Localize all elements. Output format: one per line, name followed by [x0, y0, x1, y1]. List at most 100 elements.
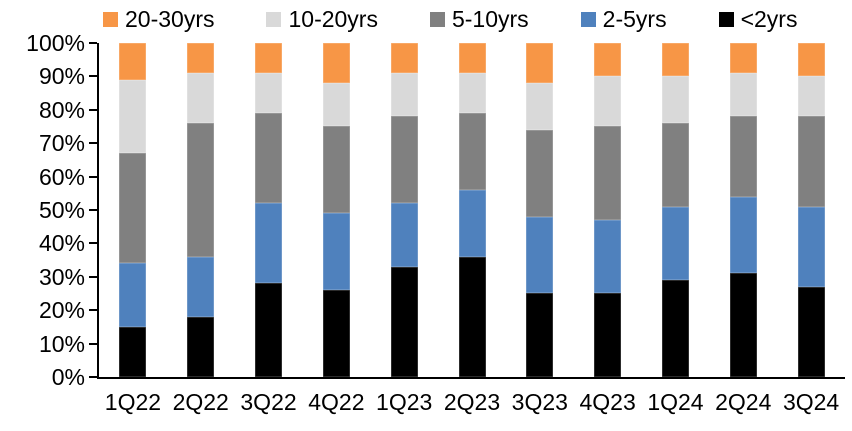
- x-tick-label: 1Q22: [104, 389, 162, 415]
- bar-segment-20-30yrs: [322, 43, 350, 84]
- chart-legend: 20-30yrs 10-20yrs 5-10yrs 2-5yrs <2yrs: [103, 4, 797, 34]
- bar-segment-10-20yrs: [458, 73, 486, 114]
- y-tick-label: 30%: [38, 263, 85, 290]
- legend-swatch-10-20yrs: [266, 11, 282, 27]
- bar-segment-10-20yrs: [390, 73, 418, 117]
- y-tick-mark: [89, 175, 97, 178]
- y-tick-mark: [89, 242, 97, 245]
- legend-swatch-2-5yrs: [580, 11, 596, 27]
- bar-3q23: [526, 43, 554, 377]
- bar-segment-20-30yrs: [594, 43, 622, 77]
- bar-segment-5-10yrs: [526, 129, 554, 217]
- y-tick-label: 70%: [38, 130, 85, 157]
- bar-segment-5-10yrs: [729, 116, 757, 197]
- bar-segment-2yrs: [187, 316, 215, 377]
- y-tick-label: 20%: [38, 297, 85, 324]
- bar-segment-2yrs: [797, 286, 825, 377]
- bar-segment-5-10yrs: [458, 113, 486, 190]
- legend-label: <2yrs: [740, 6, 798, 32]
- bar-segment-20-30yrs: [187, 43, 215, 74]
- x-tick-label: 1Q24: [647, 389, 704, 415]
- legend-item-20-30yrs: 20-30yrs: [103, 4, 214, 34]
- y-tick-mark: [89, 275, 97, 278]
- bar-segment-20-30yrs: [458, 43, 486, 74]
- y-tick-mark: [89, 108, 97, 111]
- y-tick-label: 50%: [38, 197, 85, 223]
- bar-segment-2-5yrs: [390, 203, 418, 267]
- y-tick-label: 40%: [38, 230, 85, 257]
- bar-segment-5-10yrs: [187, 123, 215, 257]
- y-tick-mark: [89, 209, 97, 211]
- bar-segment-20-30yrs: [729, 43, 757, 74]
- x-tick-label: 3Q23: [511, 389, 568, 415]
- legend-swatch-20-30yrs: [103, 11, 118, 27]
- bar-segment-2-5yrs: [322, 213, 350, 291]
- legend-item-2yrs: <2yrs: [718, 4, 798, 34]
- bar-segment-20-30yrs: [255, 43, 283, 74]
- bar-segment-2-5yrs: [729, 196, 757, 274]
- bar-segment-20-30yrs: [797, 43, 825, 77]
- bar-segment-5-10yrs: [390, 116, 418, 204]
- bar-segment-5-10yrs: [119, 153, 147, 264]
- y-tick-mark: [89, 42, 97, 44]
- legend-label: 10-20yrs: [288, 6, 378, 32]
- bar-segment-2yrs: [661, 280, 689, 377]
- bar-2q22: [187, 43, 215, 377]
- bar-3q22: [255, 43, 283, 377]
- bar-segment-2yrs: [526, 293, 554, 377]
- legend-item-5-10yrs: 5-10yrs: [429, 4, 529, 34]
- bar-segment-2-5yrs: [661, 206, 689, 281]
- y-tick-label: 10%: [38, 330, 85, 357]
- bar-segment-10-20yrs: [187, 73, 215, 124]
- bar-segment-10-20yrs: [119, 79, 147, 154]
- bar-segment-10-20yrs: [729, 73, 757, 117]
- bar-segment-2-5yrs: [526, 216, 554, 294]
- bar-4q23: [594, 43, 622, 377]
- legend-item-2-5yrs: 2-5yrs: [580, 4, 667, 34]
- legend-item-10-20yrs: 10-20yrs: [266, 4, 378, 34]
- x-tick-label: 3Q22: [240, 389, 297, 415]
- plot-area: 100% 90% 80% 70% 60% 50% 40% 30% 20% 10% 0% 1Q22 2Q2…: [26, 30, 845, 415]
- legend-swatch-2yrs: [718, 11, 734, 27]
- x-tick-label: 3Q24: [782, 389, 840, 415]
- bar-4q22: [322, 43, 350, 377]
- bar-segment-10-20yrs: [594, 76, 622, 127]
- bar-segment-10-20yrs: [526, 83, 554, 130]
- y-tick-label: 90%: [38, 63, 85, 90]
- y-tick-mark: [89, 75, 97, 78]
- bar-segment-10-20yrs: [797, 76, 825, 117]
- bar-1q24: [661, 43, 689, 377]
- bar-segment-2yrs: [255, 283, 283, 377]
- bar-segment-20-30yrs: [119, 43, 147, 80]
- bar-segment-2yrs: [594, 293, 622, 377]
- y-tick-label: 80%: [38, 96, 85, 123]
- x-tick-label: 4Q23: [579, 389, 636, 415]
- x-tick-label: 2Q23: [443, 389, 501, 415]
- bar-segment-2-5yrs: [255, 203, 283, 284]
- bar-segment-5-10yrs: [594, 126, 622, 220]
- bar-3q24: [797, 43, 825, 377]
- y-tick-label: 60%: [38, 163, 85, 190]
- bar-1q22: [119, 43, 147, 377]
- y-tick-label: 0%: [51, 364, 85, 390]
- bar-segment-2-5yrs: [119, 263, 147, 327]
- bar-segment-5-10yrs: [322, 126, 350, 214]
- x-tick-label: 2Q24: [715, 389, 772, 415]
- bar-1q23: [390, 43, 418, 377]
- bar-segment-20-30yrs: [390, 43, 418, 74]
- bar-segment-2-5yrs: [797, 206, 825, 287]
- bar-segment-5-10yrs: [797, 116, 825, 207]
- bar-2q23: [458, 43, 486, 377]
- bar-segment-10-20yrs: [255, 73, 283, 114]
- bar-segment-2yrs: [729, 273, 757, 377]
- y-tick-mark: [89, 142, 97, 145]
- bar-segment-5-10yrs: [255, 113, 283, 204]
- bar-segment-20-30yrs: [526, 43, 554, 84]
- bar-segment-2yrs: [390, 266, 418, 377]
- x-tick-label: 1Q23: [376, 389, 433, 415]
- bar-segment-2yrs: [119, 326, 147, 377]
- bar-segment-20-30yrs: [661, 43, 689, 77]
- y-tick-mark: [89, 342, 97, 345]
- x-tick-label: 2Q22: [172, 389, 229, 415]
